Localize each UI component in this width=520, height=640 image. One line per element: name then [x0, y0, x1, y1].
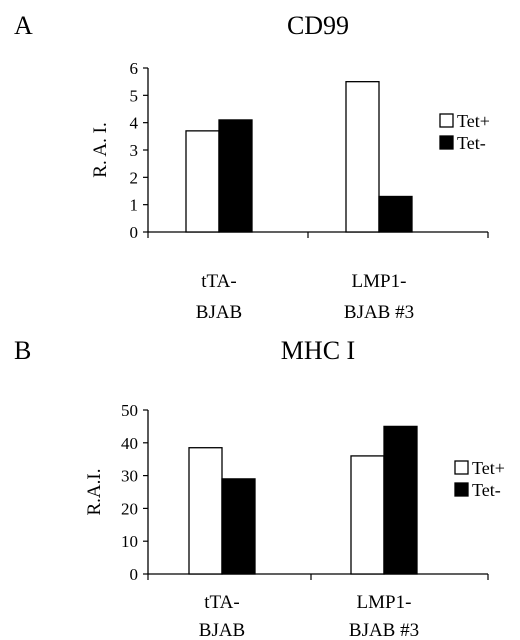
chart-2-y-tick-label: 30	[121, 467, 138, 486]
chart-2-bar-Tet-1	[221, 478, 256, 575]
chart-1-y-tick-label: 5	[130, 86, 139, 105]
chart-2-title: MHC I	[281, 336, 355, 365]
chart-2-y-axis-label: R.A.I.	[84, 469, 105, 516]
chart-2-panel-label: B	[14, 336, 31, 365]
chart-2-category-label-line1: LMP1-	[357, 592, 412, 613]
chart-2-y-tick-label: 20	[121, 499, 138, 518]
chart-1-y-tick-label: 0	[130, 223, 139, 242]
chart-1-legend-swatch-2	[439, 135, 454, 150]
chart-1-bar-Tet-1	[218, 119, 253, 233]
chart-2-legend-swatch-2	[454, 482, 469, 497]
chart-2-bar-Tet-2	[383, 425, 418, 575]
chart-2-bar-Tet-1	[188, 447, 223, 575]
chart-1-bar-Tet-1	[185, 130, 220, 233]
chart-1-y-axis-label: R. A. I.	[90, 122, 111, 177]
chart-1-category-label-line2: BJAB	[196, 302, 242, 323]
chart-1-y-tick-label: 3	[130, 141, 139, 160]
chart-2-legend-swatch-1	[454, 460, 469, 475]
chart-1-legend-label-1: Tet+	[457, 111, 490, 131]
chart-1-bar-Tet-2	[378, 195, 413, 233]
chart-2-category-label-line2: BJAB	[199, 620, 245, 640]
chart-1-title: CD99	[287, 11, 349, 40]
chart-1-panel-label: A	[14, 11, 33, 40]
chart-2-legend-label-2: Tet-	[472, 480, 501, 500]
chart-2-category-label-line2: BJAB #3	[349, 620, 419, 640]
chart-1-legend-label-2: Tet-	[457, 133, 486, 153]
chart-2-y-tick-label: 50	[121, 401, 138, 420]
chart-1-y-tick-label: 6	[130, 59, 139, 78]
chart-2-bar-Tet-2	[350, 455, 385, 575]
chart-2-legend-label-1: Tet+	[472, 458, 505, 478]
chart-2-y-tick-label: 10	[121, 532, 138, 551]
chart-1-category-label-line1: tTA-	[201, 271, 236, 292]
chart-2-category-label-line1: tTA-	[204, 592, 239, 613]
chart-2-y-tick-label: 40	[121, 434, 138, 453]
chart-2-y-tick-label: 0	[130, 565, 139, 584]
chart-1-legend-swatch-1	[439, 113, 454, 128]
chart-1-category-label-line1: LMP1-	[352, 271, 407, 292]
chart-1-y-tick-label: 4	[130, 114, 139, 133]
chart-1-y-tick-label: 1	[130, 196, 139, 215]
chart-1-y-tick-label: 2	[130, 168, 139, 187]
chart-1-category-label-line2: BJAB #3	[344, 302, 414, 323]
chart-1-bar-Tet-2	[345, 81, 380, 233]
